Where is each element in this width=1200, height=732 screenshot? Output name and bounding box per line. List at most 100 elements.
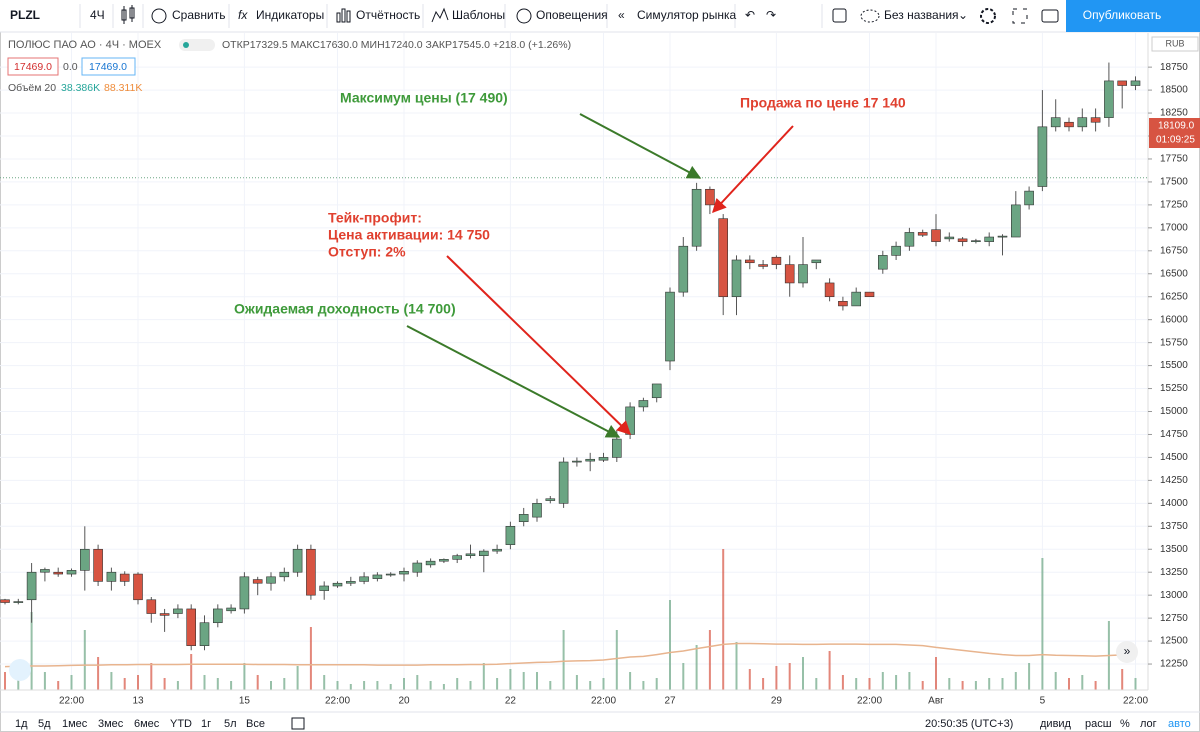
templates-button[interactable]: Шаблоны xyxy=(452,8,505,22)
candle-body xyxy=(1077,117,1088,128)
legend-flags xyxy=(179,39,215,51)
redo[interactable]: ↷ xyxy=(766,8,776,22)
volume-bar xyxy=(57,681,60,690)
volume-bar xyxy=(230,681,233,690)
volume-bar xyxy=(828,651,831,690)
legend-dot xyxy=(183,42,189,48)
candle-body xyxy=(213,608,223,624)
financials-icon[interactable] xyxy=(336,8,351,23)
volume-name: Объём 20 xyxy=(8,82,56,94)
volume-bar xyxy=(974,681,977,690)
candle-body xyxy=(758,264,768,267)
chart-style-icon[interactable] xyxy=(121,5,135,24)
y-tick-label: 13000 xyxy=(1160,590,1188,601)
volume-bar xyxy=(1001,678,1004,690)
y-tick-label: 14000 xyxy=(1160,498,1188,509)
candle-body xyxy=(332,582,343,587)
volume-bar xyxy=(1094,681,1097,690)
range-button[interactable]: 5л xyxy=(224,718,237,730)
toolbar xyxy=(0,0,1200,32)
alerts-button[interactable]: Оповещения xyxy=(536,8,608,22)
scale-option[interactable]: % xyxy=(1120,718,1130,730)
volume-bar xyxy=(642,681,645,690)
settings-icon[interactable] xyxy=(980,8,996,24)
candle-body xyxy=(146,599,157,614)
volume-bar xyxy=(921,681,924,690)
scroll-icon[interactable]: » xyxy=(1124,644,1131,658)
candle-body xyxy=(984,236,995,242)
candle-body xyxy=(439,559,449,562)
templates-icon[interactable] xyxy=(431,7,449,23)
financials-button[interactable]: Отчётность xyxy=(356,8,420,22)
interval[interactable]: 4Ч xyxy=(90,8,105,22)
publish-button[interactable]: Опубликовать xyxy=(1083,8,1161,22)
candle-body xyxy=(1037,126,1048,187)
y-tick-label: 17750 xyxy=(1160,154,1188,165)
replay-button[interactable]: Симулятор рынка xyxy=(637,8,736,22)
range-button[interactable]: 6мес xyxy=(134,718,160,730)
alerts-icon[interactable] xyxy=(516,8,532,24)
scroll-button[interactable] xyxy=(1116,641,1138,663)
range-button[interactable]: Все xyxy=(246,718,265,730)
compare-icon[interactable] xyxy=(151,8,167,24)
symbol[interactable]: PLZL xyxy=(10,8,40,22)
range-button[interactable]: 3мес xyxy=(98,718,124,730)
candle-body xyxy=(864,291,875,298)
candle-body xyxy=(811,259,822,264)
candle-body xyxy=(292,548,303,573)
range-button[interactable]: 1мес xyxy=(62,718,88,730)
publish-background[interactable] xyxy=(1066,0,1200,32)
annotation: Тейк-профит: xyxy=(328,210,422,226)
annotation: Максимум цены (17 490) xyxy=(340,90,508,106)
scale-option[interactable]: дивид xyxy=(1040,718,1072,730)
volume-bar xyxy=(722,549,725,690)
legend-title: ПОЛЮС ПАО АО · 4Ч · MOEX xyxy=(8,39,162,51)
last-price-tag xyxy=(1149,118,1200,149)
calendar-icon[interactable] xyxy=(291,717,305,730)
undo[interactable]: ↶ xyxy=(745,8,755,22)
volume-bar xyxy=(176,681,179,690)
candle-body xyxy=(1064,121,1074,128)
range-button[interactable]: 1д xyxy=(15,718,28,730)
volume-bar xyxy=(150,663,153,690)
volume-bar xyxy=(669,600,671,690)
volume-bar xyxy=(895,675,898,690)
candle-body xyxy=(159,613,170,616)
fullscreen-icon[interactable] xyxy=(1012,8,1028,24)
layout-dropdown[interactable]: ⌄ xyxy=(958,8,968,22)
countdown: 01:09:25 xyxy=(1156,135,1195,146)
candle-body xyxy=(345,581,356,584)
scale-option[interactable]: расш xyxy=(1085,718,1112,730)
candle-body xyxy=(665,291,675,362)
volume-bar xyxy=(841,675,844,690)
range-button[interactable]: YTD xyxy=(170,718,192,730)
layout-square[interactable] xyxy=(832,8,847,23)
volume-bar xyxy=(629,672,632,690)
ask-box xyxy=(81,57,136,76)
volume-bar xyxy=(1081,675,1084,690)
y-tick-label: 13500 xyxy=(1160,544,1188,555)
layout-name[interactable]: Без названия xyxy=(884,8,959,22)
volume-bar xyxy=(562,630,565,690)
range-button[interactable]: 5д xyxy=(38,718,51,730)
cloud-icon[interactable] xyxy=(860,9,880,23)
candle-body xyxy=(824,282,835,298)
indicators-icon[interactable]: fx xyxy=(238,8,248,22)
last-price-label: 18109.0 xyxy=(1158,121,1195,132)
range-button[interactable]: 1г xyxy=(201,718,211,730)
scale-option[interactable]: авто xyxy=(1168,718,1191,730)
volume-bar xyxy=(522,672,525,690)
compare-button[interactable]: Сравнить xyxy=(172,8,225,22)
y-tick-label: 16750 xyxy=(1160,245,1188,256)
screenshot-icon[interactable] xyxy=(1041,9,1059,23)
candle-body xyxy=(93,548,103,582)
candle-body xyxy=(505,525,516,545)
candle-body xyxy=(412,562,423,573)
indicators-button[interactable]: Индикаторы xyxy=(256,8,324,22)
candle-body xyxy=(957,238,968,242)
candle-body xyxy=(838,301,848,307)
candle-body xyxy=(173,608,183,614)
scale-option[interactable]: лог xyxy=(1140,718,1157,730)
replay-icon[interactable]: « xyxy=(618,8,625,22)
y-tick-label: 16250 xyxy=(1160,291,1188,302)
